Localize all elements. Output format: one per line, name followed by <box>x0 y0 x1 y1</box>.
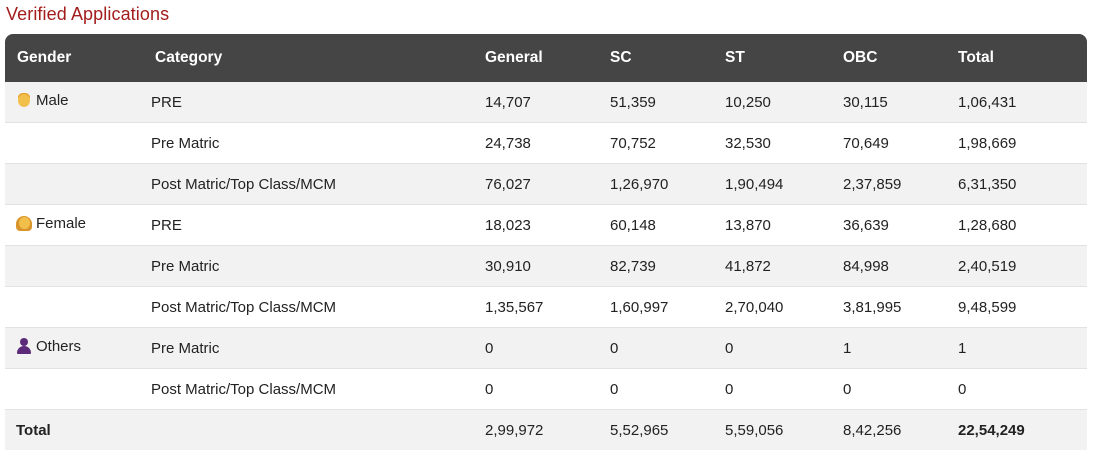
female-person-icon <box>16 215 32 232</box>
st-cell: 10,250 <box>722 82 840 123</box>
total-cell: 1,06,431 <box>955 82 1087 123</box>
gender-label-group: Others <box>16 338 81 355</box>
total-total-cell: 22,54,249 <box>955 410 1087 450</box>
verified-applications-table-container: Gender Category General SC ST OBC Total … <box>5 34 1087 450</box>
total-category-cell <box>150 410 482 450</box>
obc-cell: 1 <box>840 328 955 369</box>
general-cell: 18,023 <box>482 205 607 246</box>
st-cell: 41,872 <box>722 246 840 287</box>
total-cell: 1,98,669 <box>955 123 1087 164</box>
st-cell: 13,870 <box>722 205 840 246</box>
column-header-category: Category <box>150 34 482 82</box>
gender-label: Others <box>36 337 82 355</box>
total-cell: 1 <box>955 328 1087 369</box>
category-cell: Pre Matric <box>150 246 482 287</box>
column-header-general: General <box>482 34 607 82</box>
total-label: Total <box>5 410 150 450</box>
total-cell: 0 <box>955 369 1087 410</box>
category-cell: PRE <box>150 82 482 123</box>
male-person-icon <box>16 92 32 108</box>
column-header-sc: SC <box>607 34 722 82</box>
gender-cell <box>5 287 150 328</box>
gender-cell: Female <box>5 205 150 246</box>
category-cell: Post Matric/Top Class/MCM <box>150 164 482 205</box>
obc-cell: 30,115 <box>840 82 955 123</box>
total-sc-cell: 5,52,965 <box>607 410 722 450</box>
column-header-total: Total <box>955 34 1087 82</box>
category-cell: PRE <box>150 205 482 246</box>
category-cell: Pre Matric <box>150 123 482 164</box>
obc-cell: 3,81,995 <box>840 287 955 328</box>
gender-label: Male <box>36 91 69 109</box>
sc-cell: 60,148 <box>607 205 722 246</box>
general-cell: 14,707 <box>482 82 607 123</box>
total-cell: 2,40,519 <box>955 246 1087 287</box>
sc-cell: 1,26,970 <box>607 164 722 205</box>
column-header-gender: Gender <box>5 34 150 82</box>
table-row: Post Matric/Top Class/MCM 76,027 1,26,970 1… <box>5 164 1087 205</box>
gender-label-group: Female <box>16 215 86 232</box>
general-cell: 30,910 <box>482 246 607 287</box>
column-header-obc: OBC <box>840 34 955 82</box>
table-row: Pre Matric 24,738 70,752 32,530 70,649 1,98,6… <box>5 123 1087 164</box>
obc-cell: 0 <box>840 369 955 410</box>
gender-cell <box>5 164 150 205</box>
sc-cell: 82,739 <box>607 246 722 287</box>
table-row: Post Matric/Top Class/MCM 0 0 0 0 0 <box>5 369 1087 410</box>
gender-cell: Others <box>5 328 150 369</box>
total-general-cell: 2,99,972 <box>482 410 607 450</box>
sc-cell: 0 <box>607 328 722 369</box>
general-cell: 0 <box>482 369 607 410</box>
st-cell: 2,70,040 <box>722 287 840 328</box>
general-cell: 1,35,567 <box>482 287 607 328</box>
sc-cell: 70,752 <box>607 123 722 164</box>
category-cell: Pre Matric <box>150 328 482 369</box>
sc-cell: 1,60,997 <box>607 287 722 328</box>
obc-cell: 36,639 <box>840 205 955 246</box>
category-cell: Post Matric/Top Class/MCM <box>150 369 482 410</box>
total-cell: 6,31,350 <box>955 164 1087 205</box>
gender-cell <box>5 246 150 287</box>
general-cell: 0 <box>482 328 607 369</box>
gender-cell: Male <box>5 82 150 123</box>
header-row: Gender Category General SC ST OBC Total <box>5 34 1087 82</box>
table-body: Male PRE 14,707 51,359 10,250 30,115 1,06,431 P… <box>5 82 1087 450</box>
total-cell: 9,48,599 <box>955 287 1087 328</box>
general-cell: 76,027 <box>482 164 607 205</box>
st-cell: 1,90,494 <box>722 164 840 205</box>
total-cell: 1,28,680 <box>955 205 1087 246</box>
obc-cell: 70,649 <box>840 123 955 164</box>
st-cell: 32,530 <box>722 123 840 164</box>
gender-cell <box>5 123 150 164</box>
obc-cell: 84,998 <box>840 246 955 287</box>
sc-cell: 0 <box>607 369 722 410</box>
sc-cell: 51,359 <box>607 82 722 123</box>
verified-applications-table: Gender Category General SC ST OBC Total … <box>5 34 1087 450</box>
other-person-icon <box>16 338 32 355</box>
page-title: Verified Applications <box>6 4 170 24</box>
column-header-st: ST <box>722 34 840 82</box>
table-header: Gender Category General SC ST OBC Total <box>5 34 1087 82</box>
gender-label-group: Male <box>16 92 69 109</box>
table-row: Pre Matric 30,910 82,739 41,872 84,998 2,40,5… <box>5 246 1087 287</box>
table-row: Male PRE 14,707 51,359 10,250 30,115 1,06,431 <box>5 82 1087 123</box>
general-cell: 24,738 <box>482 123 607 164</box>
gender-label: Female <box>36 214 87 232</box>
total-row: Total 2,99,972 5,52,965 5,59,056 8,42,256 22,… <box>5 410 1087 450</box>
obc-cell: 2,37,859 <box>840 164 955 205</box>
total-st-cell: 5,59,056 <box>722 410 840 450</box>
gender-cell <box>5 369 150 410</box>
category-cell: Post Matric/Top Class/MCM <box>150 287 482 328</box>
table-row: Others Pre Matric 0 0 0 1 1 <box>5 328 1087 369</box>
st-cell: 0 <box>722 369 840 410</box>
total-obc-cell: 8,42,256 <box>840 410 955 450</box>
table-row: Female PRE 18,023 60,148 13,870 36,639 1,28,68… <box>5 205 1087 246</box>
table-row: Post Matric/Top Class/MCM 1,35,567 1,60,99… <box>5 287 1087 328</box>
st-cell: 0 <box>722 328 840 369</box>
